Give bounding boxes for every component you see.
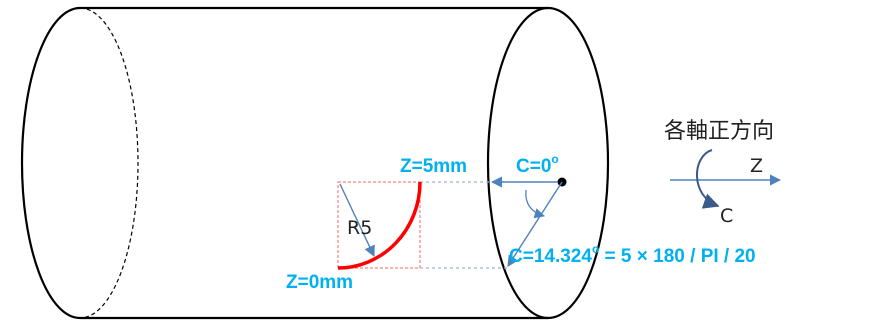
axis-direction-legend: 各軸正方向 Z C [664,119,782,227]
c-rotation-arrow [696,149,720,209]
z-axis-label: Z [750,155,763,177]
guide-lines [337,181,508,269]
c-formula-label: C=14.324o = 5 × 180 / PI / 20 [509,242,756,267]
radius-label: R5 [347,217,372,239]
cylinder-left-face-front [20,6,81,320]
c-angle-indicator [525,189,545,219]
cylinder [20,6,610,320]
c-zero-main: C=0 [516,156,551,177]
red-arc [337,181,422,270]
c-zero-label: C=0o [516,152,559,177]
c-axis-label: C [720,205,733,227]
z-bottom-label: Z=0mm [286,272,353,293]
c-zero-deg: o [551,152,558,166]
c-angle-arrow [507,181,563,267]
cylinder-left-face-hidden [79,7,139,319]
cylinder-right-face [486,6,610,320]
c-formula-deg: o [592,242,599,256]
c-formula-pre: C=14.324 [509,246,592,267]
z-top-label: Z=5mm [400,156,467,177]
c-formula-post: = 5 × 180 / PI / 20 [599,246,755,267]
arc-bounding-box [337,181,421,269]
radius-arrow [339,183,375,258]
legend-title: 各軸正方向 [664,119,774,144]
